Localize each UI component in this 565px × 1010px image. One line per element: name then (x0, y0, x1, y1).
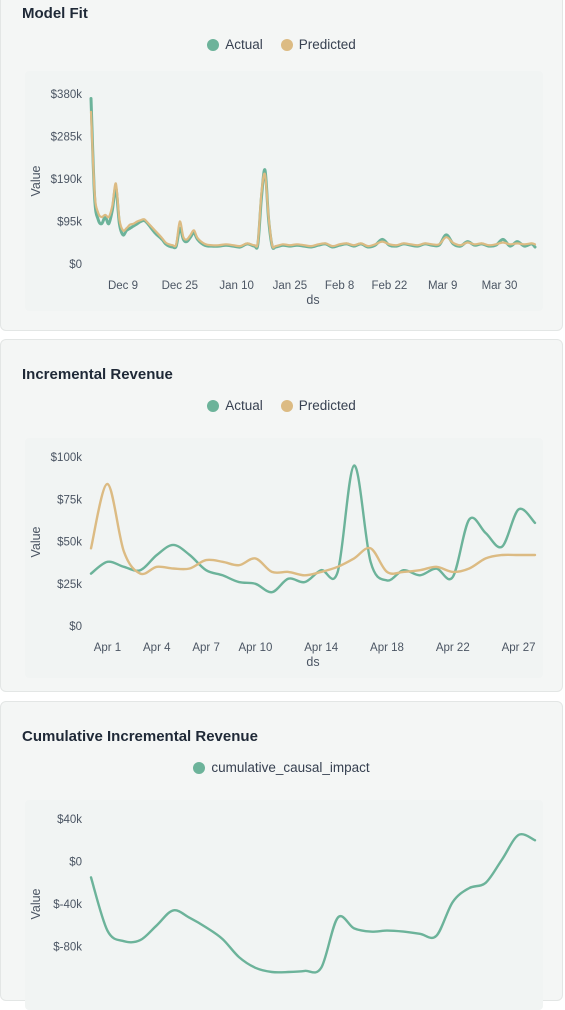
cumulative-revenue-card: Cumulative Incremental Revenue cumulativ… (0, 701, 563, 1010)
y-tick-label: $95k (57, 217, 82, 229)
x-axis-title: ds (306, 655, 319, 669)
x-tick-label: Jan 10 (219, 280, 254, 292)
x-tick-label: Dec 9 (108, 280, 138, 292)
chart-legend: Actual Predicted (1, 37, 562, 52)
y-axis-title: Value (29, 526, 43, 557)
y-tick-label: $0 (69, 621, 82, 633)
x-tick-label: Feb 8 (325, 280, 354, 292)
y-tick-label: $40k (57, 814, 82, 826)
x-tick-label: Apr 14 (304, 642, 338, 654)
y-tick-label: $0 (69, 259, 82, 271)
x-tick-label: Apr 27 (502, 642, 536, 654)
y-tick-label: $-80k (53, 942, 82, 954)
x-tick-label: Mar 30 (482, 280, 518, 292)
y-tick-label: $285k (51, 132, 83, 144)
x-axis-title: ds (306, 293, 319, 307)
legend-item-predicted[interactable]: Predicted (280, 398, 356, 413)
x-tick-label: Apr 18 (370, 642, 404, 654)
x-tick-label: Apr 22 (436, 642, 470, 654)
x-tick-label: Apr 4 (143, 642, 171, 654)
chart-legend: Actual Predicted (1, 398, 562, 413)
plot-area (25, 800, 543, 1010)
y-tick-label: $190k (51, 174, 83, 186)
legend-item-actual[interactable]: Actual (207, 37, 263, 52)
x-tick-label: Dec 25 (162, 280, 198, 292)
incremental-revenue-card: Incremental Revenue Actual Predicted $0 $… (0, 339, 563, 692)
x-tick-label: Mar 9 (428, 280, 457, 292)
series-line-cumulative (89, 833, 537, 974)
y-tick-label: $50k (57, 537, 82, 549)
x-tick-label: Jan 25 (273, 280, 308, 292)
y-axis-title: Value (29, 888, 43, 919)
y-tick-label: $-40k (53, 899, 82, 911)
legend-label: Predicted (298, 37, 356, 52)
legend-swatch-predicted (280, 399, 293, 412)
y-tick-label: $100k (51, 452, 83, 464)
chart-title: Model Fit (22, 5, 88, 22)
legend-label: Actual (225, 398, 263, 413)
model-fit-card: Model Fit Actual Predicted $0 $95k $190k $2… (0, 0, 563, 331)
legend-swatch-predicted (280, 38, 293, 51)
legend-swatch-cumulative (193, 761, 206, 774)
cumulative-revenue-chart: $-80k $-40k $0 $40k Value (29, 814, 537, 974)
legend-label: cumulative_causal_impact (211, 760, 370, 775)
chart-legend: cumulative_causal_impact (1, 760, 562, 775)
x-tick-label: Apr 10 (238, 642, 272, 654)
legend-swatch-actual (207, 38, 220, 51)
model-fit-chart: $0 $95k $190k $285k $380k Dec 9 Dec 25 Jan 10 Ja… (29, 89, 537, 307)
y-tick-label: $25k (57, 579, 82, 591)
x-tick-label: Apr 1 (94, 642, 122, 654)
y-axis-title: Value (29, 165, 43, 196)
legend-item-predicted[interactable]: Predicted (280, 37, 356, 52)
legend-item-cumulative[interactable]: cumulative_causal_impact (193, 760, 370, 775)
plot-area (25, 438, 543, 678)
series-line-predicted (89, 110, 537, 249)
legend-swatch-actual (207, 399, 220, 412)
y-tick-label: $0 (69, 857, 82, 869)
plot-area (25, 71, 543, 311)
legend-label: Actual (225, 37, 263, 52)
x-tick-label: Apr 7 (192, 642, 220, 654)
legend-label: Predicted (298, 398, 356, 413)
series-line-predicted (89, 482, 537, 577)
chart-title: Cumulative Incremental Revenue (22, 728, 258, 745)
y-tick-label: $75k (57, 494, 82, 506)
x-tick-label: Feb 22 (371, 280, 407, 292)
series-line-actual (89, 464, 537, 594)
incremental-revenue-chart: $0 $25k $50k $75k $100k Apr 1 Apr 4 Apr 7 Apr 10… (29, 452, 537, 669)
y-tick-label: $380k (51, 89, 83, 101)
chart-title: Incremental Revenue (22, 366, 173, 383)
series-line-actual (89, 97, 537, 250)
legend-item-actual[interactable]: Actual (207, 398, 263, 413)
